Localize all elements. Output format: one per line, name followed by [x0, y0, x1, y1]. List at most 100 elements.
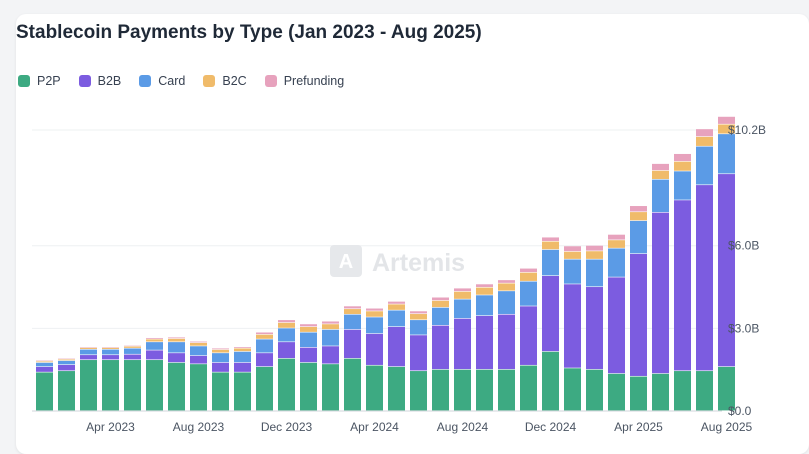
bar-segment-b2c[interactable]: [432, 301, 449, 307]
bar-segment-b2b[interactable]: [388, 327, 405, 366]
bar-segment-prefunding[interactable]: [586, 246, 603, 251]
bar-segment-p2p[interactable]: [36, 372, 53, 410]
bar-segment-prefunding[interactable]: [476, 284, 493, 287]
bar-segment-prefunding[interactable]: [432, 297, 449, 300]
bar-segment-prefunding[interactable]: [190, 342, 207, 343]
bar-segment-card[interactable]: [146, 342, 163, 350]
bar-segment-b2b[interactable]: [630, 254, 647, 376]
bar-stack-jul-2025[interactable]: [696, 129, 713, 410]
bar-segment-b2c[interactable]: [344, 309, 361, 314]
bar-segment-b2c[interactable]: [586, 251, 603, 259]
bar-segment-card[interactable]: [432, 308, 449, 325]
bar-segment-b2c[interactable]: [476, 288, 493, 295]
bar-segment-p2p[interactable]: [608, 374, 625, 411]
bar-segment-card[interactable]: [674, 171, 691, 199]
bar-segment-card[interactable]: [80, 350, 97, 355]
bar-segment-p2p[interactable]: [234, 372, 251, 410]
bar-stack-apr-2025[interactable]: [630, 206, 647, 410]
bar-segment-p2p[interactable]: [410, 371, 427, 410]
bar-stack-jan-2023[interactable]: [36, 361, 53, 411]
bar-segment-b2c[interactable]: [322, 324, 339, 329]
bar-segment-p2p[interactable]: [80, 360, 97, 410]
bar-stack-may-2025[interactable]: [652, 164, 669, 411]
bar-segment-b2b[interactable]: [696, 185, 713, 370]
bar-segment-b2c[interactable]: [124, 347, 141, 348]
bar-segment-p2p[interactable]: [388, 367, 405, 410]
bar-stack-aug-2025[interactable]: [718, 117, 735, 411]
bar-stack-apr-2023[interactable]: [102, 347, 119, 410]
bar-segment-prefunding[interactable]: [498, 280, 515, 283]
bar-segment-b2b[interactable]: [124, 355, 141, 360]
bar-segment-prefunding[interactable]: [256, 332, 273, 334]
bar-segment-p2p[interactable]: [498, 370, 515, 411]
bar-segment-card[interactable]: [168, 342, 185, 352]
bar-segment-p2p[interactable]: [146, 360, 163, 410]
bar-segment-prefunding[interactable]: [146, 338, 163, 339]
bar-segment-prefunding[interactable]: [322, 321, 339, 323]
bar-segment-p2p[interactable]: [300, 363, 317, 411]
bar-stack-apr-2024[interactable]: [366, 309, 383, 411]
bar-segment-p2p[interactable]: [344, 359, 361, 411]
bar-segment-b2c[interactable]: [146, 339, 163, 341]
bar-segment-card[interactable]: [322, 330, 339, 346]
bar-segment-p2p[interactable]: [586, 370, 603, 411]
bar-segment-p2p[interactable]: [212, 372, 229, 410]
bar-segment-b2b[interactable]: [454, 319, 471, 369]
bar-segment-p2p[interactable]: [652, 374, 669, 411]
bar-segment-b2b[interactable]: [80, 355, 97, 359]
bar-segment-b2c[interactable]: [102, 348, 119, 349]
bar-segment-card[interactable]: [652, 180, 669, 212]
bar-stack-nov-2023[interactable]: [256, 332, 273, 410]
bar-segment-card[interactable]: [476, 295, 493, 315]
bar-stack-jan-2024[interactable]: [300, 324, 317, 410]
bar-stack-jul-2023[interactable]: [168, 337, 185, 410]
bar-segment-card[interactable]: [234, 352, 251, 362]
bar-stack-mar-2024[interactable]: [344, 306, 361, 410]
bar-segment-b2b[interactable]: [520, 306, 537, 365]
bar-segment-b2c[interactable]: [278, 323, 295, 328]
bar-segment-b2c[interactable]: [212, 350, 229, 353]
bar-segment-b2b[interactable]: [608, 277, 625, 373]
bar-segment-card[interactable]: [124, 348, 141, 353]
bar-segment-card[interactable]: [36, 363, 53, 367]
bar-stack-jun-2023[interactable]: [146, 338, 163, 410]
bar-segment-b2b[interactable]: [718, 174, 735, 366]
bar-segment-b2b[interactable]: [498, 315, 515, 369]
bar-segment-prefunding[interactable]: [344, 306, 361, 308]
bar-segment-b2c[interactable]: [300, 327, 317, 332]
bar-segment-card[interactable]: [586, 259, 603, 286]
bar-segment-b2c[interactable]: [542, 242, 559, 250]
bar-segment-b2b[interactable]: [432, 326, 449, 369]
bar-segment-prefunding[interactable]: [366, 309, 383, 311]
bar-segment-b2c[interactable]: [36, 361, 53, 362]
bar-segment-prefunding[interactable]: [300, 324, 317, 326]
bar-segment-prefunding[interactable]: [454, 288, 471, 291]
bar-segment-prefunding[interactable]: [278, 320, 295, 322]
bar-stack-sep-2023[interactable]: [212, 348, 229, 410]
bar-stack-dec-2023[interactable]: [278, 320, 295, 410]
bar-segment-p2p[interactable]: [190, 364, 207, 410]
bar-stack-feb-2024[interactable]: [322, 321, 339, 410]
bar-segment-p2p[interactable]: [520, 366, 537, 411]
bar-segment-b2c[interactable]: [190, 343, 207, 346]
bar-segment-card[interactable]: [102, 350, 119, 355]
bar-segment-p2p[interactable]: [432, 370, 449, 411]
bar-segment-b2c[interactable]: [366, 311, 383, 316]
bar-segment-prefunding[interactable]: [674, 154, 691, 161]
bar-segment-p2p[interactable]: [124, 360, 141, 410]
bar-segment-b2b[interactable]: [564, 284, 581, 367]
bar-segment-b2c[interactable]: [696, 137, 713, 146]
bar-segment-b2c[interactable]: [630, 212, 647, 220]
bar-segment-prefunding[interactable]: [212, 348, 229, 349]
bar-segment-p2p[interactable]: [674, 371, 691, 410]
bar-segment-prefunding[interactable]: [652, 164, 669, 170]
bar-segment-p2p[interactable]: [366, 366, 383, 411]
bar-segment-prefunding[interactable]: [234, 347, 251, 348]
bar-segment-card[interactable]: [278, 328, 295, 341]
bar-segment-p2p[interactable]: [278, 359, 295, 411]
bar-segment-b2c[interactable]: [234, 348, 251, 351]
bar-segment-b2b[interactable]: [410, 335, 427, 370]
bar-segment-p2p[interactable]: [476, 370, 493, 411]
bar-segment-b2b[interactable]: [674, 200, 691, 370]
bar-segment-b2c[interactable]: [498, 283, 515, 290]
